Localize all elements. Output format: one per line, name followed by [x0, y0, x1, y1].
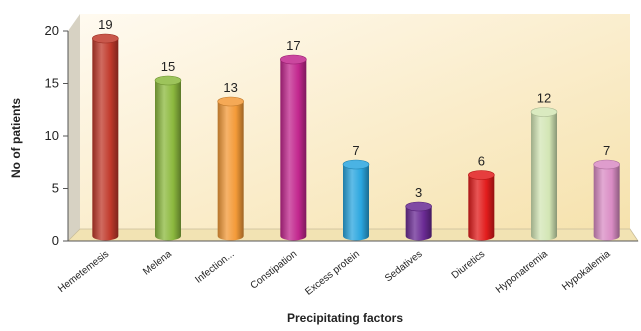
bar-top	[342, 159, 370, 170]
bars: 19 15 13 17 7 3 6 12 7	[92, 17, 620, 241]
bar-top	[92, 33, 119, 44]
plot-left-wall	[68, 14, 80, 241]
bar-top	[154, 75, 182, 86]
bar-melena: 15	[154, 59, 182, 241]
bar-body	[468, 175, 495, 241]
bar-hypokalemia: 7	[593, 143, 620, 241]
y-tick-label: 10	[45, 128, 59, 143]
bar-body	[280, 59, 307, 241]
bar-top	[468, 170, 495, 180]
bar-body	[92, 38, 119, 241]
data-label: 3	[415, 185, 422, 200]
y-tick-label: 0	[52, 233, 59, 248]
y-axis: 0 5 10 15 20	[45, 23, 69, 248]
data-label: 12	[537, 91, 551, 106]
x-tick-label: Constipation	[249, 249, 300, 292]
bar-body	[343, 164, 369, 241]
x-tick-label: Excess protein	[303, 249, 361, 298]
data-label: 7	[352, 143, 359, 158]
bar-top	[593, 159, 620, 170]
bar-body	[155, 80, 181, 241]
data-label: 6	[478, 154, 485, 169]
bar-sedatives: 3	[405, 185, 432, 241]
x-tick-label: Sedatives	[383, 249, 424, 285]
x-axis-label: Precipitating factors	[287, 311, 403, 325]
x-tick-label: Melena	[141, 248, 174, 277]
x-tick-label: Diuretics	[450, 249, 487, 282]
data-label: 13	[223, 80, 237, 95]
data-label: 17	[286, 38, 300, 53]
bar-top	[405, 201, 432, 212]
x-tick-label: Hypokalemia	[560, 248, 613, 293]
bar-top	[530, 107, 558, 117]
y-tick-label: 20	[45, 23, 59, 38]
bar-infection: 13	[217, 80, 244, 241]
y-tick-label: 5	[52, 181, 59, 196]
bar-hyponatremia: 12	[530, 91, 558, 241]
bar-diuretics: 6	[468, 154, 495, 241]
bar-constipation: 17	[280, 38, 307, 241]
y-tick-label: 15	[45, 76, 59, 91]
x-tick-label: Infection...	[193, 249, 236, 286]
x-tick-label: Hemetemesis	[56, 249, 111, 295]
data-label: 19	[98, 17, 112, 32]
bar-body	[405, 206, 432, 241]
data-label: 7	[603, 143, 610, 158]
bar-hemetemesis: 19	[92, 17, 119, 241]
x-tick-label: Hyponatremia	[494, 248, 550, 295]
bar-excess-protein: 7	[342, 143, 370, 241]
data-label: 15	[161, 59, 175, 74]
bar-top	[280, 54, 307, 65]
bar-body	[593, 164, 620, 241]
bar-top	[217, 96, 244, 107]
y-axis-label: No of patients	[9, 98, 23, 178]
bar-body	[217, 101, 244, 241]
x-axis: Hemetemesis Melena Infection... Constipatio…	[56, 240, 638, 298]
bar-body	[531, 112, 557, 241]
